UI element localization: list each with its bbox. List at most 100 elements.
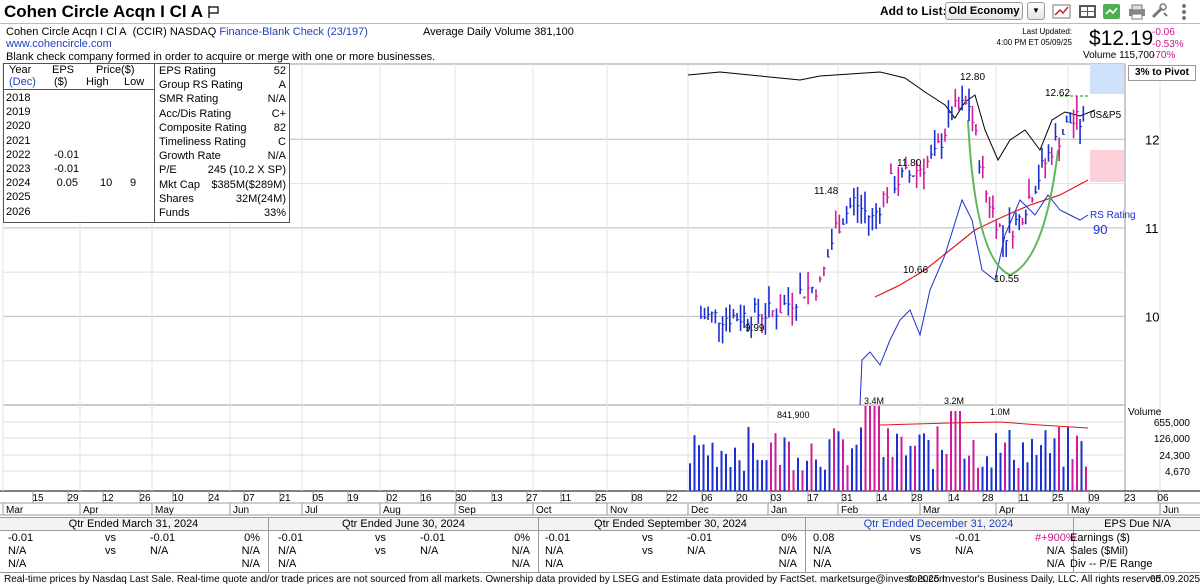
stats-cell: Timeliness Rating <box>159 136 247 148</box>
volume-change-pct: -70% <box>1152 50 1176 61</box>
moving-average-line <box>874 179 1089 298</box>
ma50-line <box>874 179 1089 298</box>
stats-cell: Low <box>124 76 145 88</box>
rs-line <box>859 194 1089 406</box>
day-tick-label: 17 <box>807 493 819 504</box>
chart-settings-icon[interactable] <box>1051 2 1073 21</box>
table-cell: -0.01 <box>8 532 34 544</box>
volume-annotation: 3.4M <box>864 396 884 406</box>
stop-zone <box>1090 150 1124 182</box>
stats-cell: 2021 <box>6 134 31 147</box>
sp500-line <box>687 64 1124 277</box>
day-tick-label: 28 <box>911 493 923 504</box>
day-tick-label: 15 <box>32 493 44 504</box>
target-zone <box>1090 64 1124 94</box>
table-cell: N/A <box>778 558 797 570</box>
chart-annotation: 11.80 <box>897 158 922 169</box>
stats-cell: ($) <box>54 76 68 88</box>
month-tick-label: Jan <box>771 505 787 516</box>
chart-annotation: 10.66 <box>903 265 928 276</box>
table-cell: N/A <box>545 545 564 557</box>
table-cell: N/A <box>545 558 564 570</box>
quarter-title: Qtr Ended September 30, 2024 <box>594 518 747 530</box>
ticker-exchange: (CCIR) NASDAQ <box>132 26 217 38</box>
stats-cell: 2022 <box>6 148 31 161</box>
table-cell: vs <box>642 532 653 544</box>
stats-cell: P/E <box>159 164 177 177</box>
day-tick-label: 22 <box>666 493 678 504</box>
table-cell: -0.01 <box>545 532 571 544</box>
price-tick-label: 12 <box>1145 132 1159 147</box>
stats-cell: 2023 <box>6 163 31 175</box>
table-cell: N/A <box>8 545 27 557</box>
day-tick-label: 14 <box>876 493 888 504</box>
layout-icon[interactable] <box>1077 2 1099 21</box>
volume-tick-label: 24,300 <box>1159 451 1190 462</box>
quarter-title: Qtr Ended March 31, 2024 <box>68 518 199 530</box>
volume-pane <box>2 404 1126 492</box>
website-link[interactable]: www.cohencircle.com <box>6 38 112 50</box>
stats-cell: Funds <box>159 207 190 219</box>
stats-cell: 2024 <box>6 177 31 190</box>
tools-icon[interactable] <box>1149 2 1171 21</box>
month-tick-label: Feb <box>841 505 859 516</box>
chevron-down-icon[interactable]: ▼ <box>1027 2 1045 20</box>
stats-cell: Shares <box>159 192 194 205</box>
stats-cell: 2019 <box>6 106 31 119</box>
pivot-badge: 3% to Pivot <box>1128 65 1196 81</box>
day-tick-label: 12 <box>102 493 114 504</box>
more-icon[interactable] <box>1173 2 1195 21</box>
print-icon[interactable] <box>1126 2 1148 21</box>
stats-cell: Mkt Cap <box>159 178 200 191</box>
trend-green-icon[interactable] <box>1101 2 1123 21</box>
day-tick-label: 06 <box>701 493 713 504</box>
table-cell: 0.08 <box>813 532 835 544</box>
day-tick-label: 08 <box>631 493 643 504</box>
company-name: Cohen Circle Acqn I Cl A <box>6 26 127 38</box>
day-tick-label: 25 <box>595 493 607 504</box>
table-divider <box>268 517 269 572</box>
stats-cell: 9 <box>130 177 137 190</box>
stock-title: Cohen Circle Acqn I Cl A <box>4 2 203 21</box>
industry-group-link[interactable]: Finance-Blank Check (23/197) <box>219 26 368 38</box>
month-tick-label: Jun <box>1163 505 1179 516</box>
table-divider <box>538 517 539 572</box>
table-cell: N/A <box>511 558 530 570</box>
quarter-title: Qtr Ended June 30, 2024 <box>342 518 465 530</box>
stats-cell: SMR Rating <box>159 93 219 106</box>
stats-cell: C <box>278 136 286 148</box>
month-tick-label: Aug <box>383 505 401 516</box>
volume-tick-label: 655,000 <box>1154 418 1191 429</box>
table-cell: N/A <box>241 545 260 557</box>
table-cell: -0.01 <box>150 532 176 544</box>
table-cell: vs <box>375 532 386 544</box>
day-tick-label: 24 <box>208 493 220 504</box>
table-cell: #+900% <box>1035 532 1076 544</box>
table-divider <box>805 517 806 572</box>
stats-cell: EPS <box>52 64 75 76</box>
stats-cell: 10 <box>100 177 113 190</box>
list-select[interactable]: Old Economy <box>945 2 1023 20</box>
table-cell: N/A <box>778 545 797 557</box>
add-to-list-label: Add to List: <box>880 4 947 18</box>
chart-annotation: 0S&P5 <box>1090 110 1122 121</box>
price-change: -0.06 <box>1152 27 1175 38</box>
table-cell: 0% <box>244 532 260 544</box>
table-cell: -0.01 <box>687 532 713 544</box>
table-cell: -0.01 <box>955 532 981 544</box>
day-tick-label: 02 <box>386 493 398 504</box>
table-cell: vs <box>910 532 921 544</box>
stats-cell: 245 (10.2 X SP) <box>207 164 286 177</box>
day-tick-label: 03 <box>770 493 782 504</box>
stats-cell: 52 <box>273 65 286 77</box>
table-cell: N/A <box>1046 545 1065 557</box>
month-tick-label: Oct <box>536 505 552 516</box>
stats-cell: 2025 <box>6 191 31 204</box>
month-tick-label: Jun <box>233 505 249 516</box>
rs-rating-line <box>859 194 1089 406</box>
flag-icon[interactable] <box>207 5 221 19</box>
day-tick-label: 13 <box>491 493 503 504</box>
table-cell: N/A <box>813 545 832 557</box>
day-tick-label: 21 <box>279 493 291 504</box>
company-description: Blank check company formed in order to a… <box>6 51 436 63</box>
